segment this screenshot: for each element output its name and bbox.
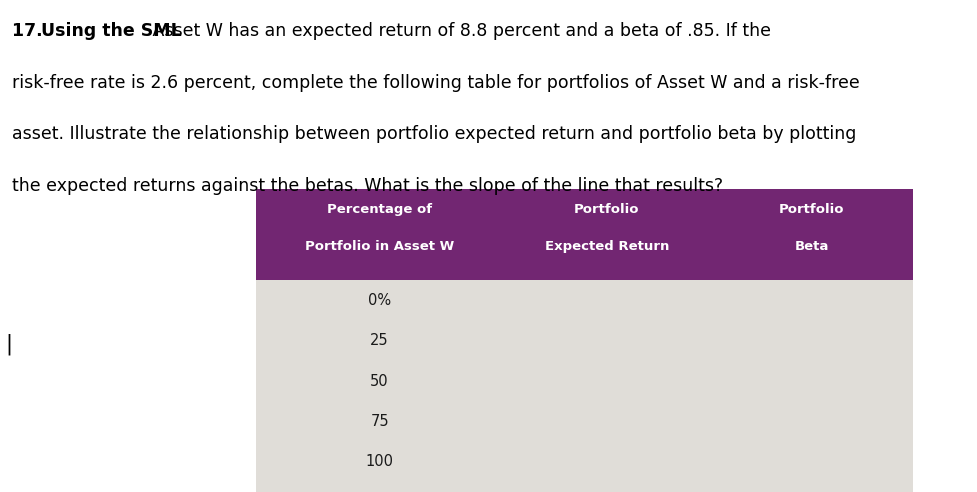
Text: Portfolio in Asset W: Portfolio in Asset W — [305, 240, 454, 253]
Text: the expected returns against the betas. What is the slope of the line that resul: the expected returns against the betas. … — [12, 177, 723, 195]
Text: risk-free rate is 2.6 percent, complete the following table for portfolios of As: risk-free rate is 2.6 percent, complete … — [12, 74, 860, 92]
FancyBboxPatch shape — [256, 280, 913, 492]
Text: Portfolio: Portfolio — [779, 203, 845, 216]
Text: Portfolio: Portfolio — [573, 203, 640, 216]
Text: |: | — [5, 334, 12, 355]
Text: Percentage of: Percentage of — [327, 203, 432, 216]
Text: 25: 25 — [370, 334, 389, 348]
Text: Beta: Beta — [794, 240, 829, 253]
Text: Asset W has an expected return of 8.8 percent and a beta of .85. If the: Asset W has an expected return of 8.8 pe… — [147, 22, 771, 40]
Text: 17.: 17. — [12, 22, 48, 40]
Text: Using the SML: Using the SML — [41, 22, 182, 40]
Text: 0%: 0% — [368, 293, 391, 308]
Text: 100: 100 — [365, 455, 394, 469]
Text: Expected Return: Expected Return — [544, 240, 669, 253]
Text: 50: 50 — [370, 374, 389, 389]
Text: asset. Illustrate the relationship between portfolio expected return and portfol: asset. Illustrate the relationship betwe… — [12, 125, 856, 144]
Text: 75: 75 — [370, 414, 389, 429]
FancyBboxPatch shape — [256, 189, 913, 280]
